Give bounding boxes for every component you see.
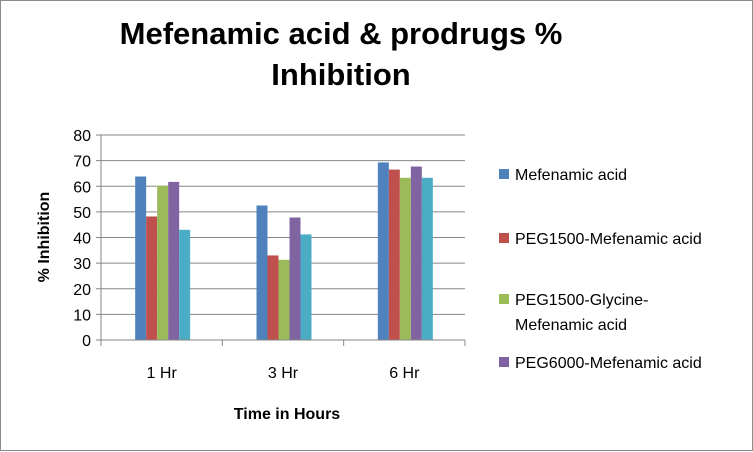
bar [179,229,191,340]
legend-swatch [499,169,509,179]
bar [135,176,147,340]
y-tick-label: 0 [82,333,91,350]
legend: Mefenamic acid PEG1500-Mefenamic acid PEG1… [499,167,702,372]
y-tick-label: 60 [73,179,91,196]
y-tick-label: 10 [73,307,91,324]
y-axis-ticks: 0 10 20 30 40 50 60 70 80 [73,128,101,350]
bar [168,181,180,340]
bar [410,166,422,340]
x-axis-label: Time in Hours [234,406,340,423]
chart-title: Mefenamic acid & prodrugs % Inhibition [120,16,563,92]
bar [278,259,290,340]
bar [256,205,268,340]
legend-swatch [499,357,509,367]
y-tick-label: 30 [73,256,91,273]
legend-label: PEG6000-Mefenamic acid [515,355,702,372]
y-tick-label: 80 [73,128,91,145]
y-tick-label: 40 [73,231,91,248]
bar [399,177,411,340]
y-tick-label: 50 [73,205,91,222]
bar [388,169,400,340]
bar [421,177,433,340]
legend-label: Mefenamic acid [515,317,627,334]
x-tick-label: 3 Hr [268,365,299,382]
bars [135,162,433,340]
y-axis-label: % Inhibition [36,192,53,283]
x-axis-ticks: 1 Hr 3 Hr 6 Hr [100,340,466,382]
chart-title-line-1: Mefenamic acid & prodrugs % [120,16,563,51]
legend-label: Mefenamic acid [515,167,627,184]
bar [146,216,158,340]
x-tick-label: 6 Hr [389,365,420,382]
bar [157,185,169,340]
legend-swatch [499,294,509,304]
y-tick-label: 70 [73,154,91,171]
bar [289,217,301,340]
bar [267,255,279,340]
legend-label: PEG1500-Glycine- [515,292,648,309]
y-tick-label: 20 [73,282,91,299]
legend-swatch [499,233,509,243]
bar [377,162,389,340]
legend-label: PEG1500-Mefenamic acid [515,231,702,248]
axes [100,135,465,341]
x-tick-label: 1 Hr [147,365,178,382]
chart-title-line-2: Inhibition [271,57,410,92]
bar [300,234,312,340]
